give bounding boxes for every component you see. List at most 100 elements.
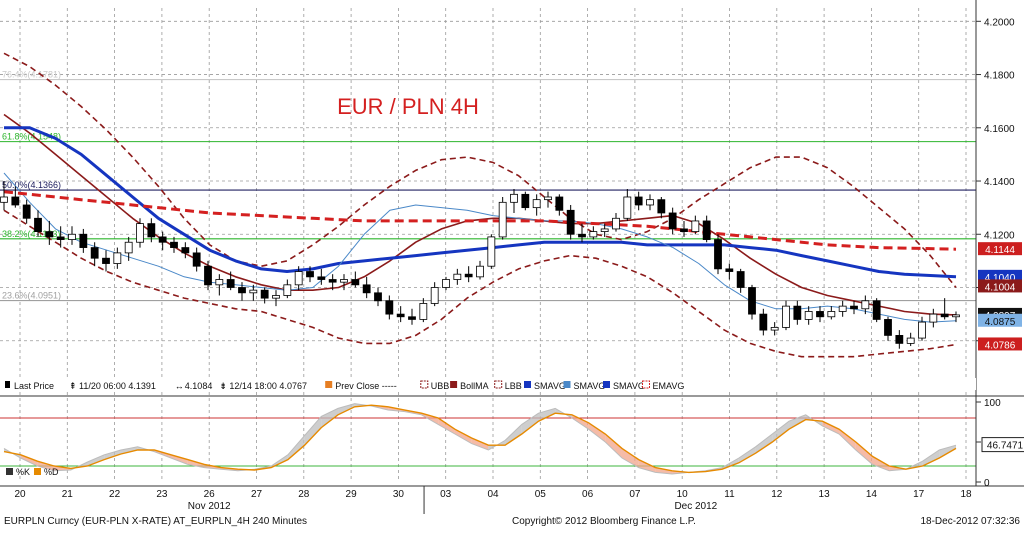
candle-body — [340, 279, 348, 283]
candle-body — [793, 305, 802, 320]
osc-value-text: 46.7471 — [987, 441, 1024, 452]
x-tick-label: 20 — [14, 489, 26, 500]
osc-fill — [772, 421, 789, 442]
fib-label: 61.8%(4.1548) — [2, 132, 61, 142]
y-tick-label: 4.1400 — [984, 177, 1015, 188]
osc-fill — [755, 434, 773, 454]
osc-fill — [788, 414, 806, 430]
candle-body — [940, 313, 949, 318]
candle-body — [521, 193, 530, 209]
x-tick-label: 30 — [393, 489, 405, 500]
legend-label: SMAVG — [534, 381, 566, 391]
candle-body — [170, 241, 178, 248]
footer: EURPLN Curncy (EUR-PLN X-RATE) AT_EURPLN… — [4, 516, 1020, 527]
x-tick-label: 10 — [677, 489, 689, 500]
osc-fill — [104, 450, 121, 460]
x-tick-label: 03 — [440, 489, 452, 500]
legend-label: LBB — [505, 381, 522, 391]
osc-fill — [922, 450, 940, 466]
candle-body — [566, 209, 575, 235]
osc-fill — [855, 442, 873, 465]
candle-body — [600, 228, 609, 232]
footer-center: Copyright© 2012 Bloomberg Finance L.P. — [512, 516, 696, 527]
price-tag-box — [978, 337, 1022, 351]
x-tick-label: 22 — [109, 489, 121, 500]
candle-body — [544, 196, 552, 201]
osc-fill — [37, 461, 55, 471]
x-tick-label: 26 — [204, 489, 216, 500]
y-tick-label: 4.2000 — [984, 17, 1015, 28]
candle-body — [929, 313, 938, 323]
candle-body — [702, 220, 711, 240]
candle-body — [113, 252, 122, 264]
candle-body — [147, 223, 156, 238]
osc-fill — [338, 403, 355, 415]
candle-body — [430, 287, 439, 304]
footer-left: EURPLN Curncy (EUR-PLN X-RATE) AT_EURPLN… — [4, 516, 307, 527]
y-tick-label: 4.1200 — [984, 230, 1015, 241]
x-tick-label: 18 — [960, 489, 972, 500]
osc-legend-label: %K — [16, 467, 30, 477]
osc-fill — [20, 454, 38, 466]
series-line-emavg — [3, 190, 957, 251]
osc-fill — [438, 418, 455, 434]
price-tag-box — [978, 313, 1022, 327]
candle-body — [294, 271, 303, 286]
osc-fill — [304, 416, 322, 446]
osc-k-line — [3, 403, 957, 475]
osc-fill — [187, 459, 205, 468]
chart-title: EUR / PLN 4H — [337, 94, 479, 119]
candle-body — [748, 287, 756, 315]
legend-arrow-icon: ↔ — [175, 381, 184, 391]
osc-fill — [471, 438, 489, 450]
osc-fill — [571, 414, 589, 430]
price-tag-value: 4.1144 — [985, 245, 1015, 256]
fib-label: 76.4%(4.1781) — [2, 70, 61, 80]
legend-swatch — [494, 380, 503, 389]
axes: 20 21 22 23 26 27 28 29 30 03 04 05 06 07 10 11 12 13 14 17… — [0, 0, 1024, 514]
series-line-ubb — [3, 52, 957, 289]
candle-body — [782, 305, 790, 328]
y-tick-label: 4.1600 — [984, 124, 1015, 135]
legend-candle-icon — [5, 381, 10, 388]
legend-label: UBB — [431, 381, 450, 391]
candle-body — [838, 305, 847, 312]
candle-body — [124, 241, 133, 254]
legend-swatch — [642, 380, 650, 389]
candle-body — [204, 265, 212, 286]
x-tick-label: 23 — [156, 489, 168, 500]
price-tag-box — [978, 279, 1022, 293]
x-tick-label: 29 — [346, 489, 358, 500]
osc-legend-label: %D — [44, 467, 59, 477]
legend-label: Last Price — [14, 381, 54, 391]
legend-swatch — [420, 380, 429, 389]
candle-body — [827, 311, 836, 318]
osc-tick-label: 0 — [984, 478, 990, 489]
osc-fill — [321, 408, 339, 428]
candle-body — [861, 300, 870, 310]
price-tag-box — [978, 242, 1022, 256]
price-tag-value: 4.1040 — [985, 273, 1016, 284]
osc-fill — [872, 456, 890, 471]
candle-body — [362, 284, 371, 294]
candle-body — [181, 247, 190, 254]
month-label: Nov 2012 — [188, 501, 231, 512]
candle-body — [11, 196, 20, 206]
candle-body — [884, 319, 892, 336]
price-tag-value: 4.0786 — [985, 340, 1016, 351]
candle-body — [657, 199, 666, 214]
fib-label: 50.0%(4.1366) — [2, 180, 61, 190]
legend: Last Price ⇞ 11/20 06:00 4.1391 ↔ 4.1084 ⇟ 12/… — [0, 378, 976, 391]
candle-body — [872, 300, 881, 320]
legend-arrow-icon: ⇟ — [219, 381, 227, 391]
candle-body — [306, 271, 314, 278]
candle-body — [385, 300, 394, 315]
x-tick-label: 14 — [866, 489, 878, 500]
candle-body — [90, 247, 99, 259]
candle-body — [68, 233, 76, 240]
osc-fill — [839, 429, 856, 450]
candle-body — [215, 279, 224, 286]
candle-body — [374, 292, 382, 302]
candle-body — [770, 327, 779, 331]
